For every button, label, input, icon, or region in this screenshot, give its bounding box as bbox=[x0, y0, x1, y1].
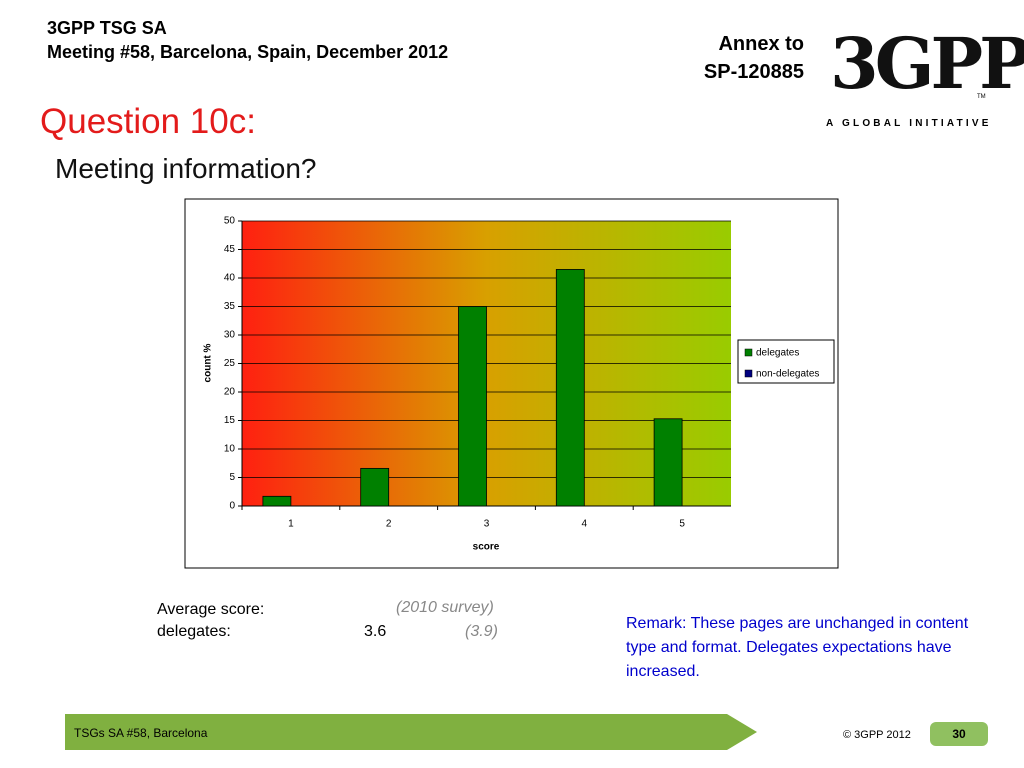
logo-tm: TM bbox=[977, 94, 986, 100]
stats-previous: (3.9) bbox=[465, 623, 498, 640]
bar bbox=[653, 418, 683, 507]
annex: Annex to bbox=[718, 33, 804, 55]
footer-left: TSGs SA #58, Barcelona bbox=[74, 726, 208, 740]
y-tick-label: 40 bbox=[224, 273, 236, 284]
legend-label: non-delegates bbox=[756, 369, 819, 380]
x-tick-label: 2 bbox=[386, 519, 392, 530]
bar bbox=[555, 269, 585, 507]
bar bbox=[458, 306, 487, 507]
page-badge bbox=[930, 722, 988, 746]
y-axis-label: count % bbox=[203, 343, 214, 382]
logo-tagline: A GLOBAL INITIATIVE bbox=[826, 118, 992, 129]
y-tick-label: 30 bbox=[224, 330, 236, 341]
legend-swatch bbox=[744, 348, 753, 357]
logo: 3GPP bbox=[830, 22, 1024, 105]
header-right: Annex to SP-120885 bbox=[704, 30, 804, 86]
stats-group: delegates: bbox=[157, 623, 231, 640]
x-tick-label: 3 bbox=[484, 519, 490, 530]
y-tick-label: 50 bbox=[224, 216, 236, 227]
legend-swatch bbox=[744, 369, 753, 378]
footer-copyright: © 3GPP 2012 bbox=[843, 729, 911, 741]
y-tick-label: 5 bbox=[229, 472, 235, 483]
y-tick-label: 0 bbox=[229, 501, 235, 512]
bar bbox=[262, 495, 292, 507]
doc-number: SP-120885 bbox=[703, 61, 804, 83]
legend-label: delegates bbox=[756, 348, 799, 359]
footer-bar bbox=[65, 714, 757, 750]
y-tick-label: 25 bbox=[224, 358, 236, 369]
bar bbox=[360, 467, 390, 507]
stats-label: Average score: bbox=[157, 601, 265, 618]
x-axis-label: score bbox=[473, 542, 500, 553]
title: Question 10c: bbox=[40, 102, 256, 141]
x-tick-label: 4 bbox=[582, 519, 588, 530]
header-left: 3GPP TSG SA Meeting #58, Barcelona, Spai… bbox=[47, 16, 448, 64]
y-tick-label: 45 bbox=[224, 244, 236, 255]
stats-score: 3.6 bbox=[364, 623, 387, 640]
remark: Remark: These pages are unchanged in con… bbox=[626, 615, 969, 680]
y-tick-label: 20 bbox=[224, 387, 236, 398]
y-tick-label: 10 bbox=[224, 444, 236, 455]
x-tick-label: 1 bbox=[288, 519, 294, 530]
meeting: Meeting #58, Barcelona, Spain, December … bbox=[47, 42, 449, 62]
legend bbox=[737, 339, 835, 384]
stats: Average score: bbox=[157, 599, 264, 621]
stats-survey: (2010 survey) bbox=[396, 599, 494, 616]
page-number: 30 bbox=[952, 727, 966, 741]
subtitle: Meeting information? bbox=[55, 153, 317, 184]
y-tick-label: 15 bbox=[224, 415, 236, 426]
org: 3GPP TSG SA bbox=[47, 18, 167, 38]
x-tick-label: 5 bbox=[679, 519, 685, 530]
y-tick-label: 35 bbox=[224, 301, 236, 312]
